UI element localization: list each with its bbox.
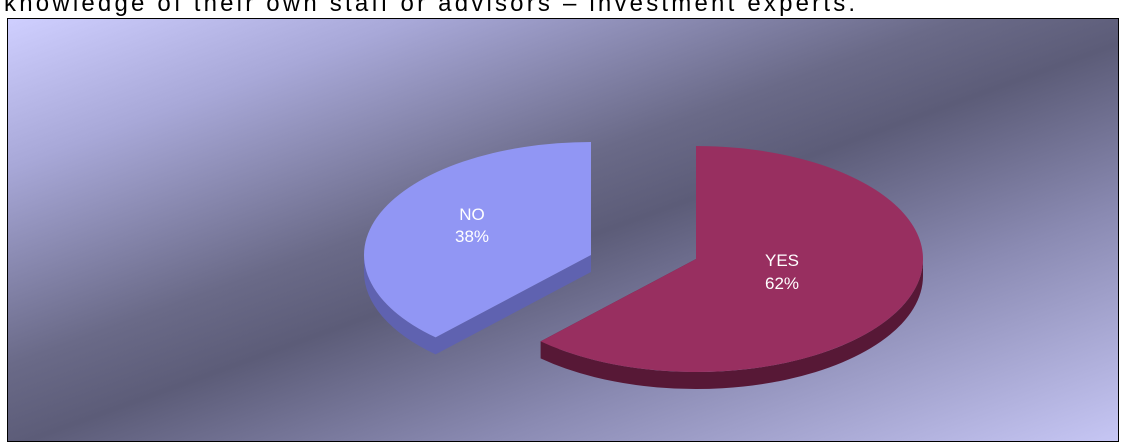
slice-no-category-label: NO [459, 205, 485, 224]
chart-area: NO 38% YES 62% [7, 18, 1119, 442]
slice-yes[interactable]: YES 62% [540, 146, 923, 390]
slice-no-percent-label: 38% [455, 227, 489, 246]
slice-yes-percent-label: 62% [765, 274, 799, 293]
pie-chart: NO 38% YES 62% [364, 142, 923, 390]
slice-yes-face [540, 146, 923, 372]
chart-caption: knowledge of their own staff or advisors… [4, 0, 859, 16]
slice-yes-category-label: YES [765, 251, 799, 270]
slice-no[interactable]: NO 38% [364, 142, 591, 355]
slice-no-face [364, 142, 591, 338]
